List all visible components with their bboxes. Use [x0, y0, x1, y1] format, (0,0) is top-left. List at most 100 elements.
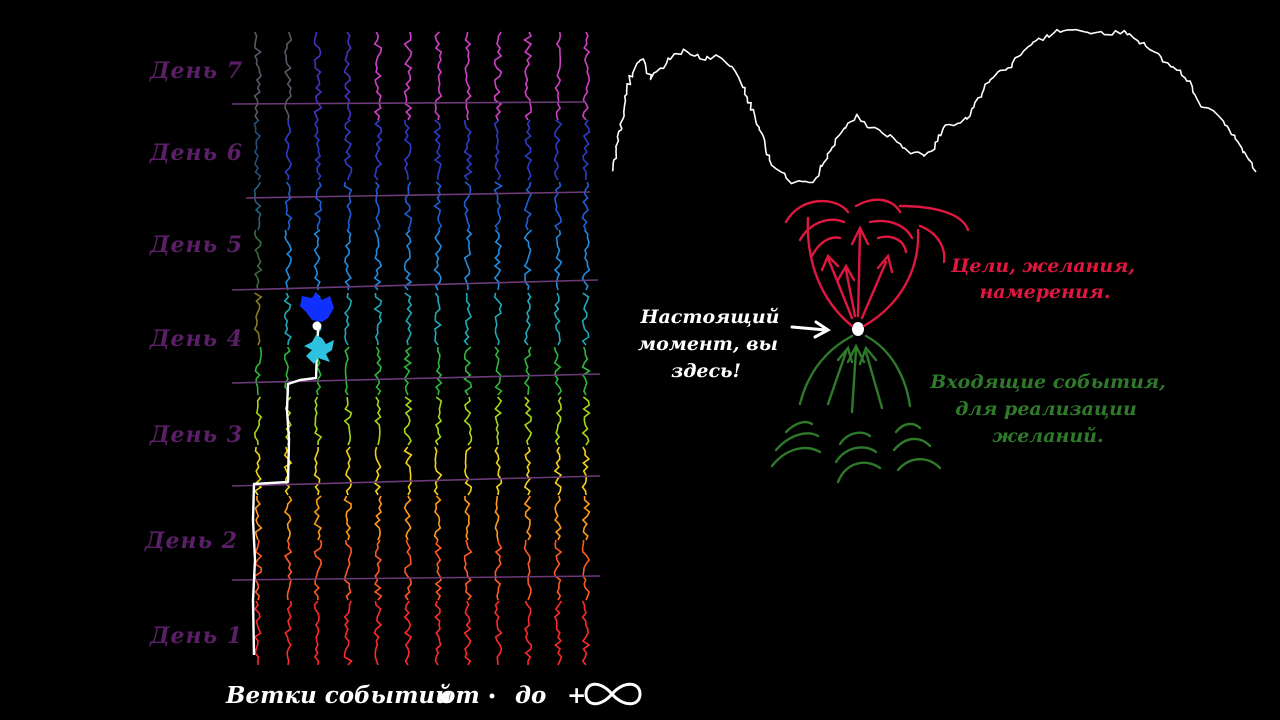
events-cone-right	[864, 334, 912, 408]
goals-arrow-4	[860, 253, 894, 320]
current-path-line	[251, 329, 320, 656]
branch-segment	[433, 119, 442, 181]
branch-segment	[253, 31, 263, 121]
mountain-outline	[611, 28, 1257, 185]
events-wave-8	[892, 437, 932, 452]
day-label-6: День 6	[149, 140, 243, 166]
branch-segment	[523, 292, 532, 346]
goals-arrow-3	[850, 225, 870, 318]
branch-segment	[464, 446, 473, 496]
branch-segment	[433, 181, 443, 231]
branch-segment	[522, 31, 533, 121]
day-divider-line	[231, 279, 599, 291]
day-label-5: День 5	[149, 232, 243, 258]
branch-segment	[523, 181, 533, 231]
day-labels: День 7 День 6 День 5 День 4 День 3 День …	[144, 58, 243, 649]
branch-segment	[554, 396, 562, 446]
present-moment-note: Настоящий момент, вы здесь!	[638, 306, 831, 382]
branch-segment	[343, 495, 352, 541]
branch-segment	[553, 292, 561, 346]
branch-segment	[403, 119, 412, 181]
events-cone-left	[798, 334, 854, 406]
branch-segment	[253, 181, 262, 231]
branch-segment	[344, 229, 352, 291]
current-dot	[312, 321, 322, 331]
goals-inner-arc-2	[810, 236, 842, 258]
goals-left-curve	[806, 216, 854, 328]
branch-segment	[581, 539, 591, 601]
day-label-7: День 7	[149, 58, 243, 84]
day-label-3: День 3	[149, 422, 243, 448]
branch-segment	[284, 181, 293, 231]
branch-segment	[493, 292, 503, 346]
branch-segment	[313, 600, 320, 666]
branch-segment	[283, 495, 293, 541]
branch-segment	[434, 539, 443, 601]
branch-segment	[553, 229, 563, 291]
branch-segment	[283, 539, 293, 601]
branch-segment	[434, 292, 443, 346]
goals-note-line-2: намерения.	[979, 281, 1110, 303]
branch-segment	[523, 396, 533, 446]
branch-segment	[553, 600, 563, 666]
current-blob	[300, 292, 334, 322]
branch-segment	[523, 495, 532, 541]
branch-segment	[404, 292, 413, 346]
branch-segment	[523, 346, 532, 396]
branch-segment	[553, 446, 563, 496]
branch-segment	[553, 346, 563, 396]
branch-segment	[403, 446, 413, 496]
branch-segment	[581, 495, 591, 541]
branch-segment	[493, 31, 503, 121]
branch-segment	[581, 346, 591, 396]
events-wave-4	[836, 461, 882, 484]
branch-segment	[343, 600, 353, 666]
branch-segment	[493, 181, 504, 231]
branch-segment	[373, 600, 383, 666]
branch-segment	[494, 396, 503, 446]
event-branches	[253, 31, 591, 666]
branch-segment	[313, 31, 323, 121]
branch-segment	[253, 229, 263, 291]
current-position-marker	[300, 292, 334, 364]
goals-note-line-1: Цели, желания,	[950, 255, 1135, 277]
infinity-icon	[584, 682, 642, 706]
branch-segment	[283, 446, 293, 496]
goals-top-arc-3	[898, 204, 970, 232]
branch-segment	[283, 292, 292, 346]
branch-segment	[464, 495, 471, 541]
branch-segment	[463, 346, 473, 396]
branch-segment	[254, 346, 263, 396]
branch-segment	[582, 31, 591, 121]
events-wave-3	[784, 420, 814, 434]
branch-segment	[523, 539, 532, 601]
events-wave-7	[896, 458, 942, 472]
branches-caption-text: Ветки событий	[225, 682, 452, 709]
branch-segment	[523, 229, 533, 291]
goals-inner-arc-3	[868, 219, 914, 240]
branch-segment	[494, 346, 503, 396]
events-note: Входящие события, для реализации желаний…	[929, 371, 1165, 447]
branch-segment	[463, 539, 473, 601]
goals-right-curve	[862, 228, 920, 328]
current-splash	[304, 335, 334, 364]
range-to-text: до	[515, 682, 546, 709]
goals-inner-arc-1	[798, 218, 846, 242]
branch-segment	[314, 119, 322, 181]
branch-segment	[253, 292, 263, 346]
branch-segment	[581, 396, 591, 446]
events-note-line-3: желаний.	[992, 425, 1103, 447]
branch-segment	[464, 31, 472, 121]
branch-segment	[554, 495, 562, 541]
goals-arrow-2	[836, 263, 857, 318]
branch-segment	[343, 396, 353, 446]
goals-fan	[784, 198, 970, 328]
branch-segment	[313, 539, 323, 601]
branch-segment	[284, 31, 293, 121]
events-arrow-1	[826, 345, 854, 406]
branch-segment	[581, 446, 591, 496]
events-wave-2	[774, 432, 820, 452]
branch-segment	[373, 292, 383, 346]
branch-segment	[373, 229, 383, 291]
branch-segment	[403, 495, 412, 541]
